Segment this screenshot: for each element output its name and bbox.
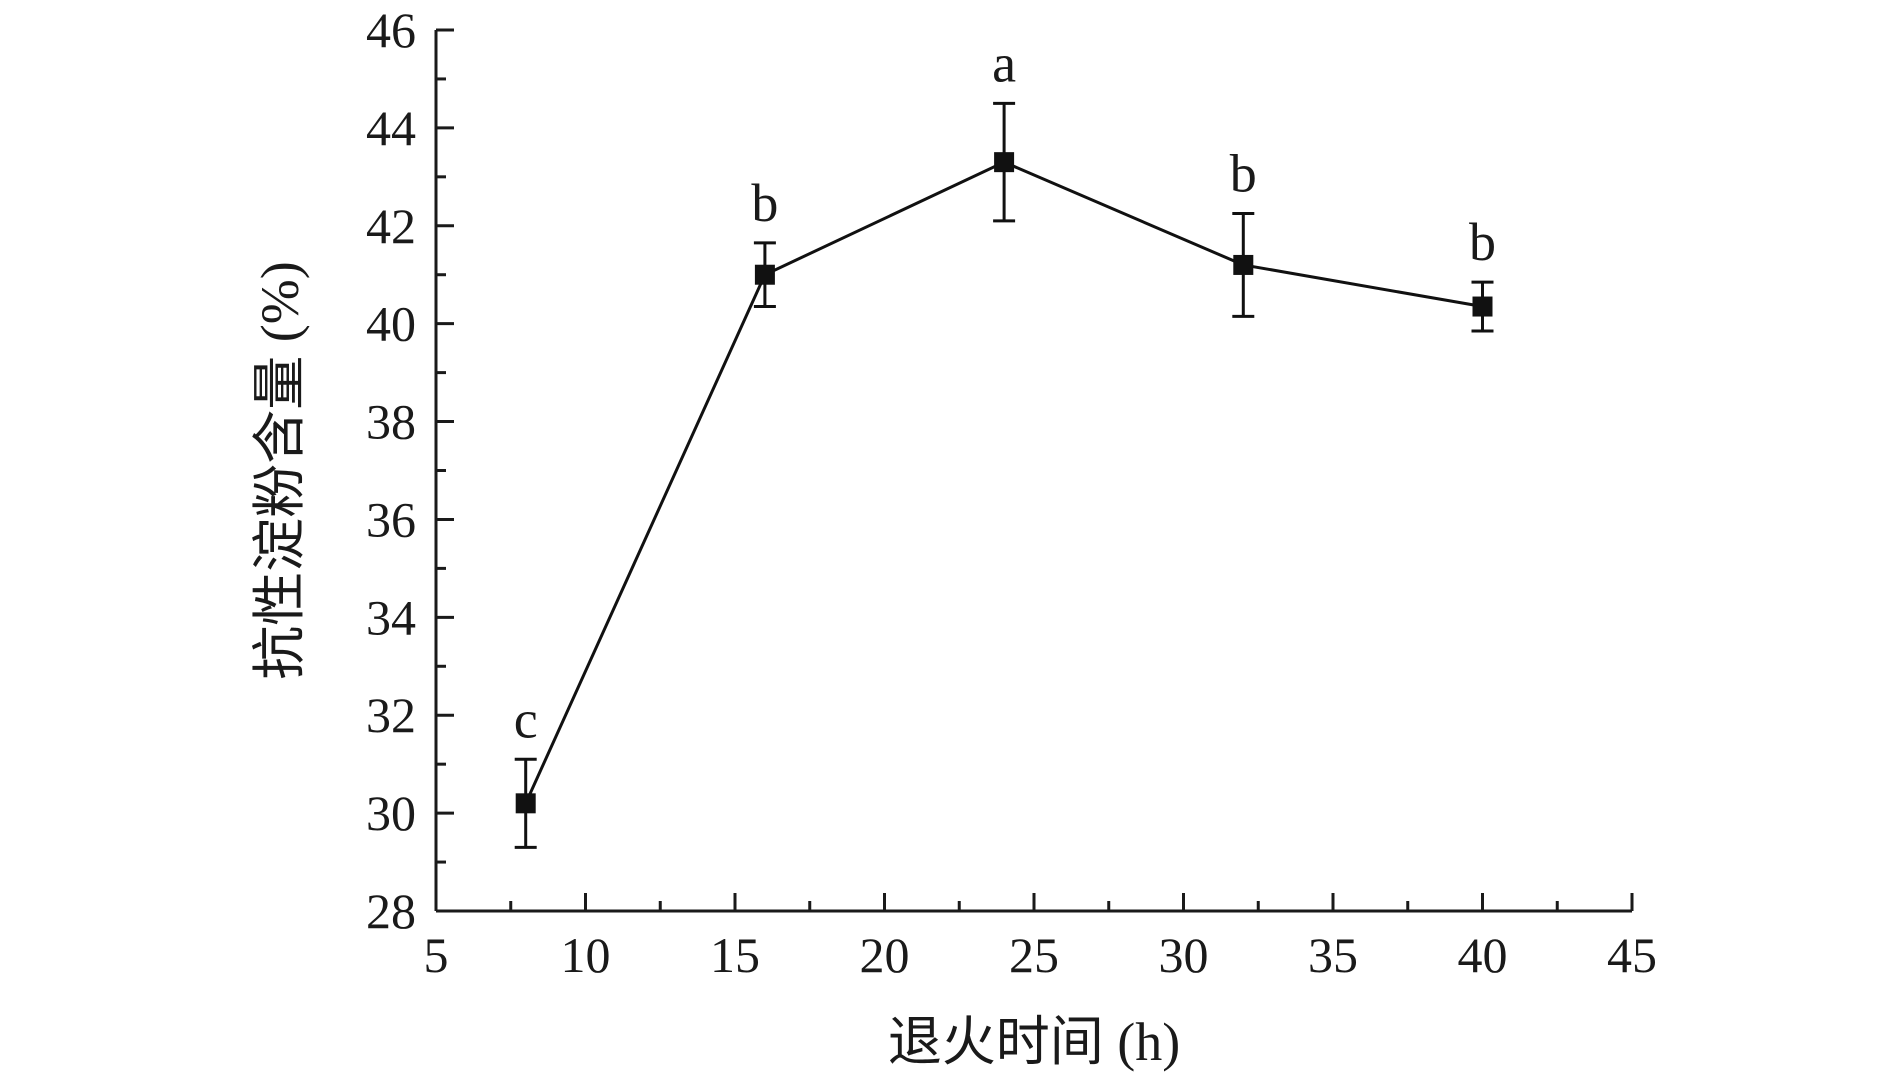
x-axis-label: 退火时间 (h): [888, 1012, 1180, 1072]
significance-label: c: [514, 689, 538, 749]
y-tick-label: 32: [366, 687, 416, 743]
ticks: [434, 28, 1634, 913]
y-tick-label: 44: [366, 100, 416, 156]
x-tick-label: 10: [561, 927, 611, 983]
y-tick-label: 34: [366, 589, 416, 645]
x-tick-label: 15: [710, 927, 760, 983]
x-tick-label: 45: [1607, 927, 1657, 983]
x-tick-label: 30: [1159, 927, 1209, 983]
y-tick-label: 28: [366, 883, 416, 939]
series: c b a b b: [514, 33, 1496, 849]
significance-label: b: [1469, 212, 1496, 272]
y-axis-label: 抗性淀粉含量 (%): [250, 261, 310, 679]
axes: [434, 30, 1632, 913]
series-line: [524, 160, 1483, 804]
y-tick-label: 30: [366, 785, 416, 841]
y-tick-label: 36: [366, 491, 416, 547]
data-point-marker: [1472, 296, 1493, 317]
x-tick-label: 35: [1308, 927, 1358, 983]
data-point-marker: [994, 152, 1015, 173]
y-tick-label: 40: [366, 296, 416, 352]
y-tick-label: 42: [366, 198, 416, 254]
data-point-marker: [515, 793, 536, 814]
significance-label: a: [992, 33, 1016, 93]
y-tick-label: 46: [366, 2, 416, 58]
significance-label: b: [751, 173, 778, 233]
x-tick-label: 20: [860, 927, 910, 983]
x-tick-label: 25: [1009, 927, 1059, 983]
y-tick-label: 38: [366, 394, 416, 450]
x-tick-label: 40: [1458, 927, 1508, 983]
significance-label: b: [1230, 144, 1257, 204]
x-tick-label: 5: [424, 927, 449, 983]
tick-labels: 5 10 15 20 25 30 35 40 45 28 30 32 34 36 38 40 42 44 46: [366, 2, 1657, 983]
data-point-marker: [1233, 254, 1254, 275]
data-point-marker: [754, 264, 775, 285]
